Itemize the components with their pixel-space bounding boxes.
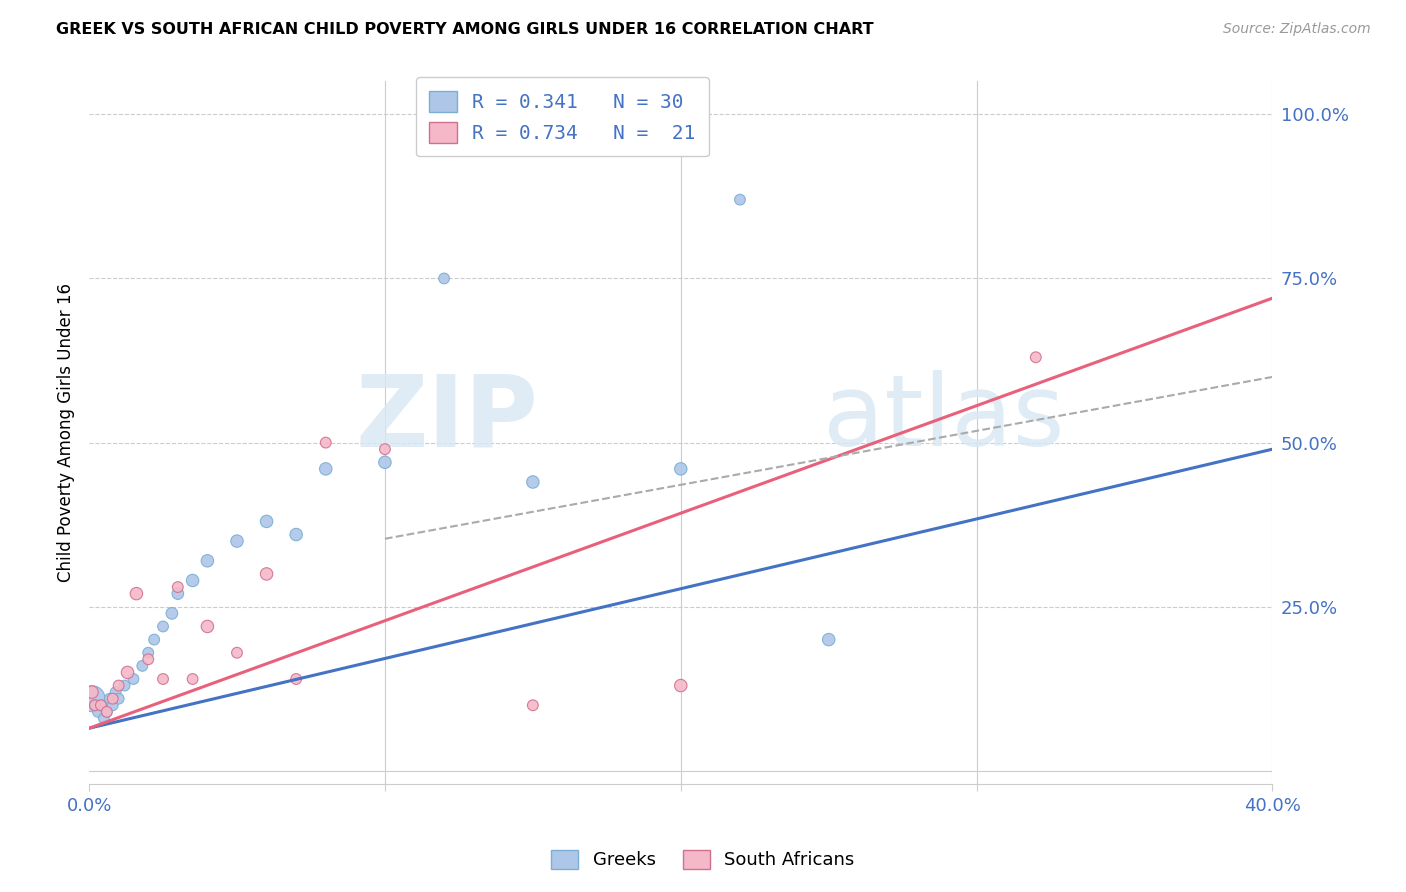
Point <box>152 672 174 686</box>
Y-axis label: Child Poverty Among Girls Under 16: Child Poverty Among Girls Under 16 <box>58 284 75 582</box>
Point <box>136 646 159 660</box>
Point <box>125 587 148 601</box>
Point <box>87 705 110 719</box>
Point <box>433 271 456 285</box>
Point <box>96 705 118 719</box>
Point <box>107 679 129 693</box>
Point <box>256 566 278 581</box>
Text: atlas: atlas <box>823 370 1064 467</box>
Point <box>93 711 115 725</box>
Point <box>152 619 174 633</box>
Point <box>374 455 396 469</box>
Point <box>197 619 219 633</box>
Text: Source: ZipAtlas.com: Source: ZipAtlas.com <box>1223 22 1371 37</box>
Point <box>90 698 112 713</box>
Point <box>374 442 396 457</box>
Point <box>181 574 204 588</box>
Legend: R = 0.341   N = 30, R = 0.734   N =  21: R = 0.341 N = 30, R = 0.734 N = 21 <box>416 77 709 156</box>
Point <box>315 462 337 476</box>
Point <box>131 658 153 673</box>
Point <box>226 534 249 549</box>
Point <box>101 698 124 713</box>
Point <box>728 193 751 207</box>
Point <box>90 698 112 713</box>
Point <box>104 685 127 699</box>
Point <box>166 587 188 601</box>
Point <box>1025 350 1047 364</box>
Point <box>96 705 118 719</box>
Point <box>669 679 692 693</box>
Point <box>817 632 839 647</box>
Point <box>181 672 204 686</box>
Point <box>114 679 136 693</box>
Point <box>315 435 337 450</box>
Legend: Greeks, South Africans: Greeks, South Africans <box>543 840 863 879</box>
Text: ZIP: ZIP <box>356 370 538 467</box>
Point <box>84 698 107 713</box>
Point <box>122 672 145 686</box>
Point <box>80 691 103 706</box>
Point <box>285 527 308 541</box>
Point <box>256 515 278 529</box>
Text: GREEK VS SOUTH AFRICAN CHILD POVERTY AMONG GIRLS UNDER 16 CORRELATION CHART: GREEK VS SOUTH AFRICAN CHILD POVERTY AMO… <box>56 22 875 37</box>
Point <box>101 691 124 706</box>
Point <box>117 665 139 680</box>
Point <box>522 698 544 713</box>
Point <box>522 475 544 489</box>
Point <box>285 672 308 686</box>
Point <box>136 652 159 666</box>
Point <box>143 632 166 647</box>
Point <box>98 691 121 706</box>
Point <box>80 685 103 699</box>
Point <box>84 698 107 713</box>
Point <box>160 607 183 621</box>
Point <box>669 462 692 476</box>
Point <box>166 580 188 594</box>
Point <box>226 646 249 660</box>
Point <box>107 691 129 706</box>
Point <box>197 554 219 568</box>
